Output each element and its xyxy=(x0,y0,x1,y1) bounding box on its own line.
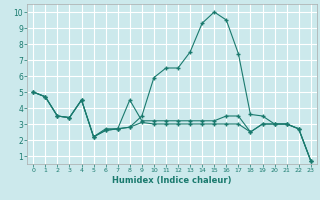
X-axis label: Humidex (Indice chaleur): Humidex (Indice chaleur) xyxy=(112,176,232,185)
